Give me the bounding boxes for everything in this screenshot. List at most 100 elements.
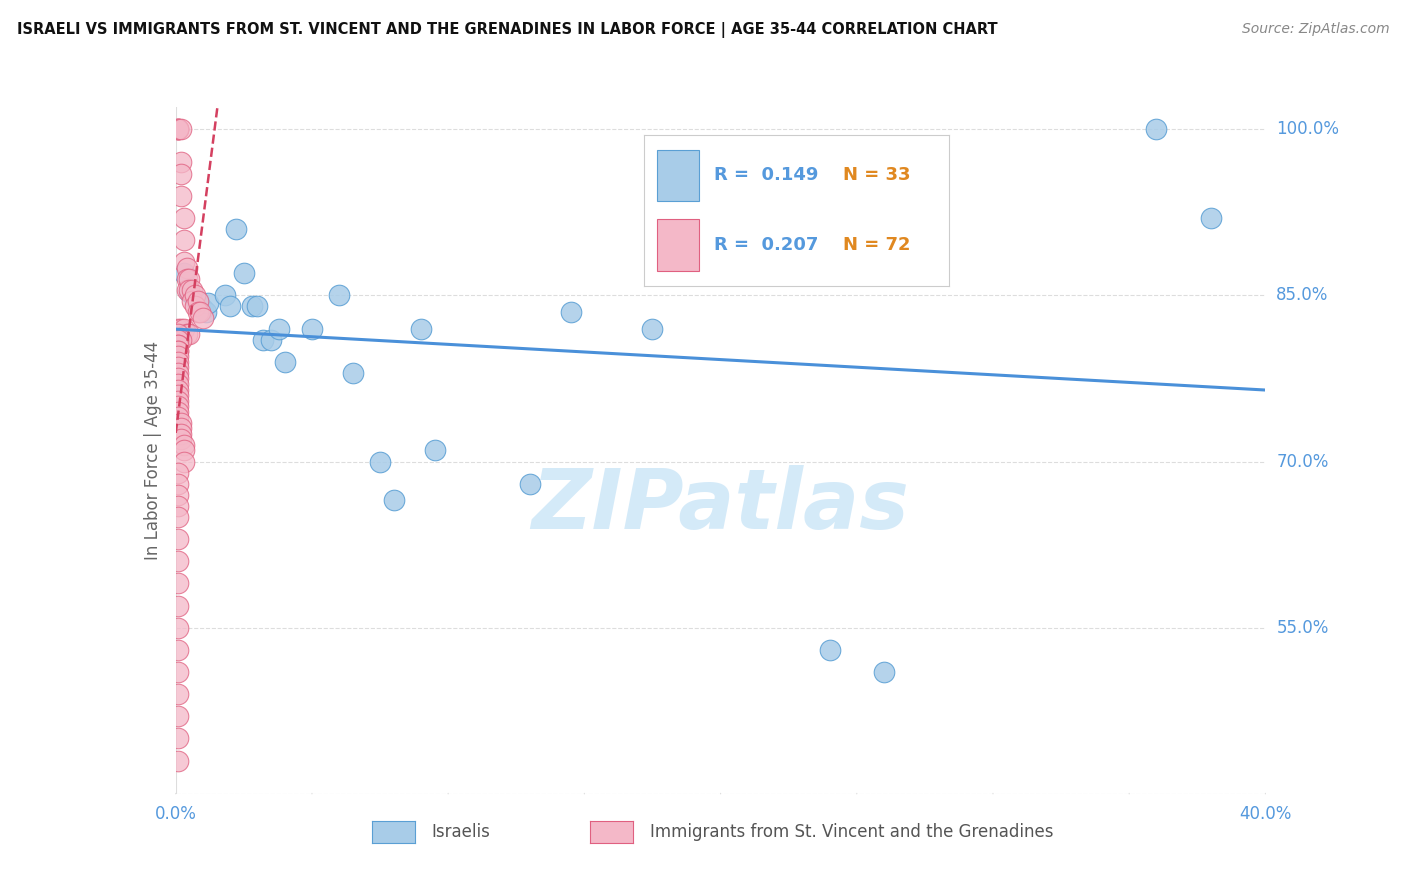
Point (167, 349, 190, 363)
Point (167, 122, 190, 136)
Text: ZIPatlas: ZIPatlas (531, 465, 910, 546)
FancyBboxPatch shape (657, 150, 699, 201)
Point (382, 493, 405, 508)
Point (170, 333, 193, 347)
Point (186, 293, 209, 308)
Point (184, 292, 207, 306)
Point (167, 599, 190, 613)
Point (873, 665, 896, 679)
Point (188, 305, 211, 319)
Text: Israelis: Israelis (432, 823, 491, 841)
Point (167, 360, 190, 375)
Text: 0.0%: 0.0% (155, 805, 197, 823)
Point (232, 266, 254, 280)
Point (274, 355, 297, 369)
Point (173, 266, 195, 280)
Point (328, 288, 350, 302)
Point (176, 283, 198, 297)
Point (167, 532, 190, 546)
Point (269, 321, 291, 335)
Point (240, 300, 263, 314)
Text: 100.0%: 100.0% (1277, 120, 1340, 138)
Point (167, 355, 190, 369)
Point (170, 433, 193, 447)
Point (167, 383, 190, 397)
Point (167, 399, 190, 413)
Point (173, 321, 195, 335)
Point (167, 488, 190, 502)
Point (167, 621, 190, 635)
Point (167, 476, 190, 491)
Point (792, 266, 814, 280)
Text: 55.0%: 55.0% (1277, 619, 1329, 637)
Text: 40.0%: 40.0% (1239, 805, 1292, 823)
Point (560, 305, 582, 319)
Point (167, 376, 190, 391)
Point (1199, 211, 1222, 225)
Text: R =  0.207: R = 0.207 (714, 235, 818, 254)
Point (181, 293, 204, 308)
Point (173, 443, 195, 458)
Point (167, 410, 190, 425)
Point (186, 293, 209, 308)
Text: R =  0.149: R = 0.149 (714, 166, 818, 185)
Point (170, 155, 193, 169)
Point (167, 388, 190, 402)
Point (170, 426, 193, 441)
Point (301, 321, 323, 335)
Point (260, 333, 283, 347)
Point (167, 754, 190, 768)
Point (641, 321, 664, 335)
Point (194, 305, 217, 319)
Point (818, 643, 841, 657)
Point (184, 288, 207, 302)
Point (167, 687, 190, 701)
Point (368, 454, 391, 468)
Point (423, 443, 446, 458)
Point (246, 300, 269, 314)
Point (219, 300, 242, 314)
Point (191, 310, 214, 325)
Point (167, 665, 190, 679)
Point (167, 122, 190, 136)
Text: Source: ZipAtlas.com: Source: ZipAtlas.com (1241, 22, 1389, 37)
Point (186, 305, 209, 319)
Point (167, 393, 190, 408)
Point (170, 188, 193, 202)
Point (225, 222, 247, 236)
Text: N = 72: N = 72 (842, 235, 910, 254)
Point (167, 731, 190, 746)
Point (167, 366, 190, 380)
Point (167, 343, 190, 358)
Point (167, 576, 190, 591)
Point (191, 301, 214, 316)
Y-axis label: In Labor Force | Age 35-44: In Labor Force | Age 35-44 (143, 341, 162, 560)
Point (167, 333, 190, 347)
Point (342, 366, 364, 380)
Point (167, 343, 190, 358)
Text: 70.0%: 70.0% (1277, 452, 1329, 471)
Point (167, 709, 190, 723)
Point (519, 476, 541, 491)
Point (170, 122, 193, 136)
Point (176, 260, 198, 275)
Point (167, 338, 190, 352)
Point (167, 510, 190, 524)
Point (197, 296, 219, 310)
Point (179, 285, 201, 299)
Point (184, 300, 207, 314)
Point (170, 421, 193, 435)
Text: N = 33: N = 33 (842, 166, 910, 185)
Point (173, 255, 195, 269)
Point (167, 321, 190, 335)
Point (170, 416, 193, 430)
Point (179, 271, 201, 285)
Point (167, 327, 190, 342)
Text: 85.0%: 85.0% (1277, 286, 1329, 304)
Point (179, 327, 201, 342)
Point (1144, 122, 1167, 136)
Text: ISRAELI VS IMMIGRANTS FROM ST. VINCENT AND THE GRENADINES IN LABOR FORCE | AGE 3: ISRAELI VS IMMIGRANTS FROM ST. VINCENT A… (17, 22, 997, 38)
Point (409, 321, 432, 335)
Point (173, 454, 195, 468)
FancyBboxPatch shape (657, 219, 699, 270)
